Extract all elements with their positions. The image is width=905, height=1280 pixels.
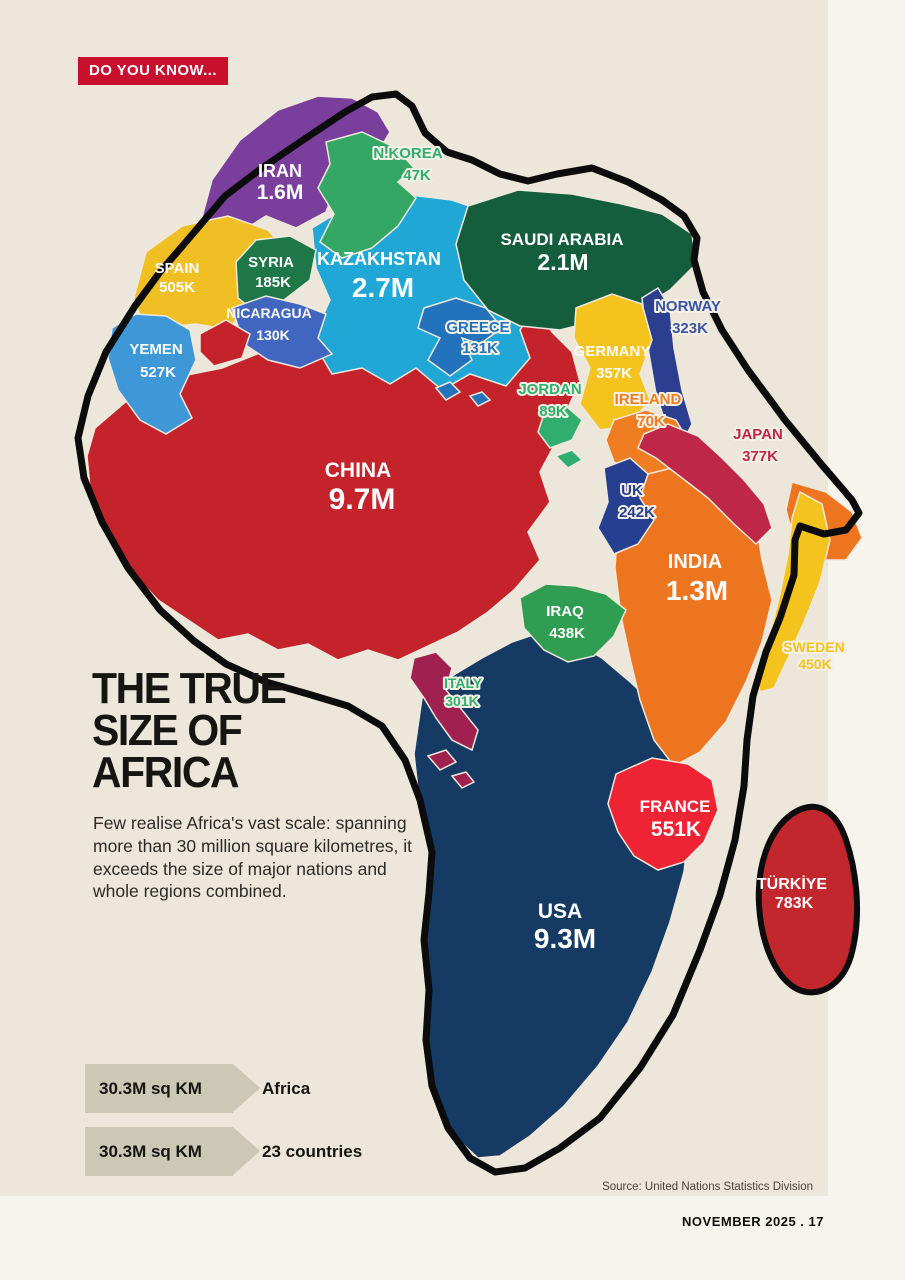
country-shape-jordan: [537, 405, 583, 449]
label-kazakhstan: KAZAKHSTAN: [317, 249, 441, 269]
country-shape-japan: [637, 423, 773, 546]
label-turkiye-area: 783K: [775, 895, 814, 912]
label-yemen-area: 527K: [140, 364, 176, 381]
label-spain: SPAIN: [155, 260, 200, 277]
country-shape-norway: [641, 286, 693, 442]
label-nkorea: N.KOREA: [373, 145, 442, 162]
label-ireland: IRELAND: [615, 391, 682, 408]
label-japan: JAPAN: [733, 426, 783, 443]
label-japan-area: 377K: [742, 448, 778, 465]
label-syria-area: 185K: [255, 274, 291, 291]
page-title: THE TRUE SIZE OF AFRICA: [92, 664, 287, 798]
legend-bar-countries: 30.3M sq KM: [85, 1127, 260, 1176]
red-fragment: [199, 319, 251, 367]
label-france-area: 551K: [651, 818, 701, 841]
label-iraq: IRAQ: [546, 603, 584, 620]
africa-outline: [74, 90, 863, 1176]
country-shape-uk: [597, 457, 655, 555]
legend-measure-africa: 30.3M sq KM: [99, 1079, 202, 1098]
page-footer: NOVEMBER 2025 . 17: [682, 1214, 824, 1229]
do-you-know-badge: DO YOU KNOW...: [78, 57, 228, 85]
legend-label-countries: 23 countries: [262, 1142, 363, 1161]
country-shape-nkorea: [317, 131, 417, 259]
page-title-line1: THE TRUE: [92, 664, 287, 713]
legend-bar-africa: 30.3M sq KM: [85, 1064, 260, 1113]
italy-island-fragment: [450, 771, 476, 789]
country-shape-france: [607, 757, 719, 871]
country-shape-iraq: [519, 583, 627, 663]
label-china: CHINA: [325, 459, 392, 482]
label-sweden-area: 450K: [798, 656, 831, 672]
label-kazakhstan-area: 2.7M: [352, 272, 414, 303]
label-greece: GREECE: [446, 319, 509, 336]
label-usa-area: 9.3M: [534, 923, 596, 954]
legend-measure-countries: 30.3M sq KM: [99, 1142, 202, 1161]
label-germany-area: 357K: [596, 365, 632, 382]
country-shape-italy: [409, 651, 479, 752]
label-nicaragua-area: 130K: [256, 327, 289, 343]
label-italy: ITALY: [444, 675, 483, 691]
label-turkiye: TÜRKİYE: [757, 874, 828, 893]
country-shape-germany: [573, 293, 653, 431]
intro-paragraph: Few realise Africa's vast scale: spannin…: [93, 813, 413, 902]
label-ireland-area: 70K: [637, 413, 665, 430]
label-india: INDIA: [668, 551, 722, 573]
label-nkorea-area: 47K: [403, 167, 431, 184]
label-iran-area: 1.6M: [257, 181, 304, 204]
madagascar-outline: [755, 803, 860, 996]
label-sweden: SWEDEN: [783, 639, 844, 655]
label-spain-area: 505K: [159, 279, 195, 296]
label-greece-area: 131K: [462, 340, 498, 357]
label-iraq-area: 438K: [549, 625, 585, 642]
label-usa: USA: [538, 900, 582, 923]
label-norway: NORWAY: [655, 298, 721, 315]
label-yemen: YEMEN: [129, 341, 182, 358]
label-italy-area: 301K: [445, 693, 478, 709]
country-shape-greece: [417, 297, 504, 377]
label-saudi-arabia: SAUDI ARABIA: [500, 230, 623, 249]
country-shape-sweden: [755, 490, 831, 693]
label-india-area: 1.3M: [666, 575, 728, 606]
page-title-line3: AFRICA: [92, 748, 240, 798]
label-uk-area: 242K: [619, 504, 655, 521]
page-title-line2: SIZE OF: [92, 706, 243, 756]
legend-label-africa: Africa: [262, 1079, 311, 1098]
label-nicaragua: NICARAGUA: [226, 305, 312, 321]
country-shape-nicaragua: [231, 295, 334, 369]
label-iran: IRAN: [258, 161, 302, 181]
greece-island-fragment: [468, 391, 492, 407]
label-jordan: JORDAN: [518, 381, 581, 398]
jordan-fragment: [554, 449, 584, 469]
greece-island-fragment: [434, 381, 462, 401]
label-norway-area: 323K: [672, 320, 708, 337]
label-germany: GERMANY: [574, 343, 651, 360]
country-shape-yemen: [107, 313, 197, 435]
label-uk: UK: [621, 482, 643, 499]
label-china-area: 9.7M: [329, 483, 396, 516]
label-france: FRANCE: [640, 797, 711, 816]
label-jordan-area: 89K: [539, 403, 567, 420]
italy-island-fragment: [426, 749, 458, 771]
source-credit: Source: United Nations Statistics Divisi…: [602, 1181, 813, 1193]
label-saudi-arabia-area: 2.1M: [537, 249, 588, 275]
label-syria: SYRIA: [248, 254, 294, 271]
